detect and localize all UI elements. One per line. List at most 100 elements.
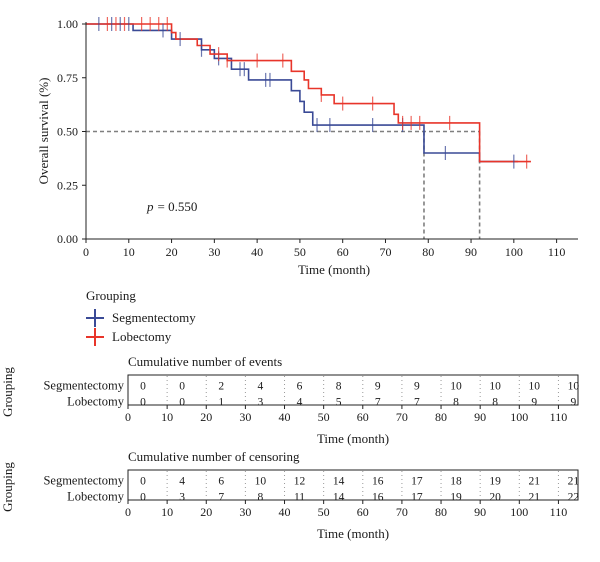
table-cell: 1 — [218, 397, 224, 409]
table-cell: 10 — [489, 381, 501, 393]
table-x-tick-label: 30 — [239, 505, 251, 519]
table-cell: 0 — [140, 397, 146, 409]
legend-label-segmentectomy: Segmentectomy — [112, 310, 196, 325]
table-x-tick-label: 70 — [396, 505, 408, 519]
table-cell: 2 — [218, 381, 224, 393]
table-cell: 0 — [140, 381, 146, 393]
km-censor-marks — [98, 17, 528, 169]
table-cell: 19 — [450, 492, 462, 504]
km-reference-lines — [86, 130, 481, 239]
table-x-tick-label: 20 — [200, 505, 212, 519]
table-x-tick-label: 50 — [318, 410, 330, 424]
table-x-tick-label: 60 — [357, 505, 369, 519]
table-cell: 7 — [375, 397, 381, 409]
km-x-tick-label: 0 — [83, 245, 89, 259]
table-cell: 7 — [414, 397, 420, 409]
table-x-tick-label: 70 — [396, 410, 408, 424]
table-cell: 0 — [179, 381, 185, 393]
table-cell: 21 — [529, 492, 541, 504]
table-x-tick-label: 90 — [474, 410, 486, 424]
km-x-tick-label: 80 — [422, 245, 434, 259]
table-cell: 9 — [531, 397, 537, 409]
table-x-tick-label: 110 — [550, 410, 568, 424]
km-axes — [82, 22, 578, 243]
table-x-tick-label: 80 — [435, 505, 447, 519]
table-cell: 17 — [411, 476, 423, 488]
table-cell: 6 — [297, 381, 303, 393]
table-cell: 10 — [529, 381, 541, 393]
table-x-tick-label: 10 — [161, 505, 173, 519]
legend: Grouping Segmentectomy Lobectomy — [86, 288, 196, 346]
table-x-tick-label: 50 — [318, 505, 330, 519]
table-x-tick-label: 80 — [435, 410, 447, 424]
table-x-tick-label: 60 — [357, 410, 369, 424]
table-cell: 8 — [492, 397, 498, 409]
table-frame — [127, 469, 579, 501]
table-cell: 20 — [489, 492, 501, 504]
events-table-y-label: Grouping — [0, 367, 15, 417]
table-cell: 7 — [218, 492, 224, 504]
legend-entry-lobectomy: Lobectomy — [86, 328, 172, 346]
km-curve-lobectomy — [86, 23, 531, 163]
table-cell: 17 — [411, 492, 423, 504]
table-cell: 16 — [372, 492, 384, 504]
table-cell: 5 — [336, 397, 342, 409]
censoring-table-x-label: Time (month) — [317, 526, 389, 541]
table-cell: 14 — [333, 476, 345, 488]
legend-label-lobectomy: Lobectomy — [112, 329, 172, 344]
censoring-table-body: Segmentectomy 0 4 6 10 12 14 16 17 18 19 21 21 Lobect… — [43, 469, 580, 519]
table-cell: 21 — [568, 476, 580, 488]
table-cell: 4 — [297, 397, 303, 409]
table-row-label: Lobectomy — [67, 395, 125, 409]
table-cell: 9 — [414, 381, 420, 393]
events-table-title: Cumulative number of events — [128, 354, 282, 369]
km-x-tick-label: 10 — [123, 245, 135, 259]
km-x-tick-label: 90 — [465, 245, 477, 259]
table-row-label: Segmentectomy — [43, 379, 124, 393]
table-x-tick-label: 0 — [125, 410, 131, 424]
km-x-tick-label: 60 — [337, 245, 349, 259]
p-value-symbol: p — [146, 199, 154, 214]
table-cell: 0 — [140, 492, 146, 504]
censoring-table-y-label: Grouping — [0, 462, 15, 512]
table-cell: 22 — [568, 492, 580, 504]
km-curve-segmentectomy — [86, 23, 519, 163]
table-x-tick-label: 100 — [510, 410, 528, 424]
table-row-label: Segmentectomy — [43, 474, 124, 488]
p-value-text: = 0.550 — [158, 199, 198, 214]
table-cell: 3 — [258, 397, 264, 409]
table-cell: 11 — [294, 492, 305, 504]
legend-title: Grouping — [86, 288, 136, 303]
km-y-tick-label: 0.25 — [57, 178, 78, 192]
table-cell: 18 — [450, 476, 462, 488]
table-cell: 0 — [140, 476, 146, 488]
km-x-tick-label: 20 — [166, 245, 178, 259]
km-y-tick-label: 0.00 — [57, 232, 78, 246]
censoring-table-title: Cumulative number of censoring — [128, 449, 300, 464]
events-table-x-label: Time (month) — [317, 431, 389, 446]
p-value-annotation: p = 0.550 — [146, 199, 197, 214]
table-cell: 12 — [294, 476, 306, 488]
table-cell: 10 — [255, 476, 267, 488]
table-x-tick-label: 100 — [510, 505, 528, 519]
table-x-tick-label: 40 — [279, 410, 291, 424]
table-cell: 4 — [179, 476, 185, 488]
km-x-tick-labels: 0 10 20 30 40 50 60 70 80 90 100 110 — [83, 245, 565, 259]
censoring-table: Cumulative number of censoring Grouping … — [0, 449, 579, 541]
km-plot: 0 10 20 30 40 50 60 70 80 90 100 110 0.000.250.500.… — [36, 17, 578, 277]
table-cell: 19 — [489, 476, 501, 488]
km-x-tick-label: 40 — [251, 245, 263, 259]
events-table: Cumulative number of events Grouping Seg… — [0, 354, 579, 446]
table-x-tick-label: 30 — [239, 410, 251, 424]
table-cell: 9 — [375, 381, 381, 393]
km-y-tick-label: 0.50 — [57, 125, 78, 139]
km-y-tick-label: 0.75 — [57, 71, 78, 85]
table-cell: 16 — [372, 476, 384, 488]
table-x-tick-label: 10 — [161, 410, 173, 424]
table-x-tick-label: 20 — [200, 410, 212, 424]
legend-entry-segmentectomy: Segmentectomy — [86, 309, 196, 327]
table-cell: 6 — [218, 476, 224, 488]
table-cell: 21 — [529, 476, 541, 488]
